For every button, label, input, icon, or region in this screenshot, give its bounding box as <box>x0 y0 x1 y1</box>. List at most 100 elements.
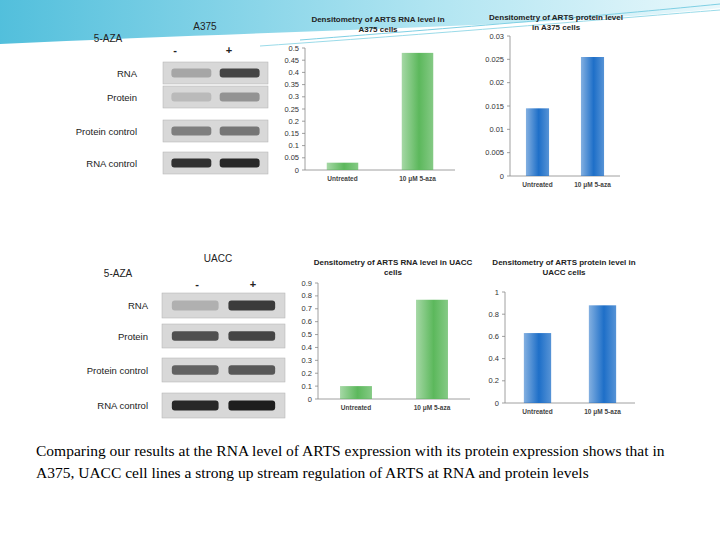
cell-line-label: A375 <box>193 21 217 32</box>
row-label: RNA control <box>86 158 137 169</box>
category-label: 10 μM 5-aza <box>414 404 451 412</box>
row-label: RNA <box>128 300 149 311</box>
tick-mark <box>315 283 318 284</box>
tick-label: 0.05 <box>284 153 299 162</box>
tick-mark <box>502 358 505 359</box>
decoration <box>260 10 720 46</box>
tick-mark <box>507 82 510 83</box>
tick-label: 0 <box>500 172 504 181</box>
tick-label: 0.4 <box>289 68 299 77</box>
chart: Densitometry of ARTS RNA level inA375 ce… <box>284 15 455 183</box>
tick-mark <box>302 96 305 97</box>
bar <box>340 386 372 399</box>
blot-band <box>171 69 211 78</box>
tick-mark <box>502 336 505 337</box>
tick-mark <box>502 380 505 381</box>
category-label: Untreated <box>327 175 357 182</box>
tick-mark <box>315 295 318 296</box>
blot-band <box>172 365 219 375</box>
blot-band <box>172 331 219 341</box>
tick-mark <box>302 121 305 122</box>
tick-mark <box>302 60 305 61</box>
blot-image <box>163 120 268 142</box>
tick-label: 0.25 <box>284 105 299 114</box>
tick-mark <box>302 157 305 158</box>
blot-panel: A3755-AZA-+RNAProteinProtein controlRNA … <box>76 21 268 174</box>
chart-title: Densitometry of ARTS RNA level inA375 ce… <box>311 15 444 34</box>
tick-mark <box>502 403 505 404</box>
decoration <box>300 4 720 40</box>
chart-title: Densitometry of ARTS protein levelin A37… <box>489 13 623 32</box>
lane-label: - <box>173 44 177 56</box>
tick-mark <box>315 347 318 348</box>
tick-label: 0.2 <box>302 369 312 378</box>
tick-label: 0.5 <box>302 330 312 339</box>
bar <box>524 333 551 403</box>
bar <box>402 53 434 170</box>
tick-mark <box>502 292 505 293</box>
title-line: cells <box>384 268 402 277</box>
blot-band <box>171 159 211 168</box>
row-label: RNA <box>117 68 138 79</box>
bar <box>327 163 359 170</box>
blot-image <box>162 393 285 418</box>
chart: Densitometry of ARTS protein level inUAC… <box>489 258 636 416</box>
caption: Comparing our results at the RNA level o… <box>36 440 686 484</box>
tick-mark <box>315 386 318 387</box>
y-axis <box>305 48 306 170</box>
tick-label: 0.01 <box>489 125 504 134</box>
row-label: Protein <box>107 92 137 103</box>
chart: Densitometry of ARTS RNA level in UACCce… <box>302 258 473 412</box>
chart-title: Densitometry of ARTS protein level inUAC… <box>492 258 635 277</box>
tick-label: 0.15 <box>284 129 299 138</box>
blot-band <box>228 365 275 375</box>
category-label: 10 μM 5-aza <box>574 181 611 189</box>
title-line: Densitometry of ARTS protein level <box>489 13 623 22</box>
tick-mark <box>302 133 305 134</box>
row-label: RNA control <box>97 400 148 411</box>
blot-band <box>228 401 275 411</box>
treatment-label: 5-AZA <box>104 268 133 279</box>
title-line: Densitometry of ARTS RNA level in <box>311 15 444 24</box>
tick-label: 0.1 <box>289 141 299 150</box>
bar <box>416 300 448 399</box>
blot-band <box>228 301 275 311</box>
tick-label: 0.3 <box>289 92 299 101</box>
tick-label: 0.6 <box>302 317 312 326</box>
blot-band <box>171 127 211 136</box>
tick-mark <box>315 308 318 309</box>
blot-image <box>163 152 268 174</box>
tick-mark <box>315 321 318 322</box>
tick-mark <box>507 36 510 37</box>
marks <box>327 53 434 170</box>
lane-label: + <box>226 44 232 56</box>
category-label: Untreated <box>522 181 552 188</box>
tick-label: 0.2 <box>289 117 299 126</box>
blot-panel: UACC5-AZA-+RNAProteinProtein controlRNA … <box>87 253 285 418</box>
tick-label: 0.025 <box>485 55 504 64</box>
blot-image <box>162 358 285 382</box>
title-line: A375 cells <box>358 25 398 34</box>
marks <box>340 300 448 399</box>
blot-image <box>162 324 285 348</box>
marks <box>524 305 616 403</box>
title-line: UACC cells <box>542 268 586 277</box>
tick-mark <box>507 176 510 177</box>
tick-mark <box>302 72 305 73</box>
tick-label: 0.03 <box>489 32 504 41</box>
blot-band <box>220 93 260 102</box>
lane-label: + <box>250 278 256 290</box>
tick-label: 0 <box>308 395 312 404</box>
blot-band <box>228 331 275 341</box>
blot-band <box>220 127 260 136</box>
tick-label: 0 <box>295 166 299 175</box>
category-label: Untreated <box>522 408 552 415</box>
tick-mark <box>302 145 305 146</box>
row-label: Protein control <box>87 365 148 376</box>
tick-mark <box>302 84 305 85</box>
tick-mark <box>315 373 318 374</box>
tick-label: 0.6 <box>489 332 499 341</box>
tick-mark <box>315 334 318 335</box>
tick-label: 0.8 <box>302 291 312 300</box>
y-axis <box>505 292 506 403</box>
